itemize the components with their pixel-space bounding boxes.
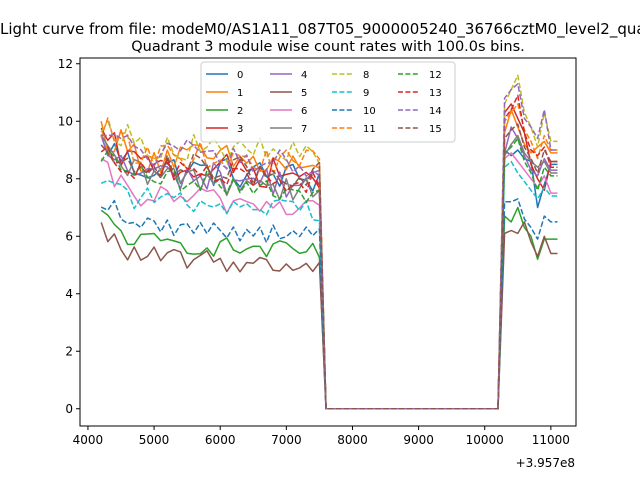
series-line-2 bbox=[100, 206, 558, 410]
legend-label-5: 5 bbox=[301, 88, 307, 99]
series-layer bbox=[100, 74, 558, 410]
series-line-11 bbox=[100, 103, 558, 410]
chart-title: Quadrant 3 module wise count rates with … bbox=[131, 39, 525, 55]
legend-label-13: 13 bbox=[429, 88, 442, 99]
legend-label-11: 11 bbox=[363, 124, 376, 135]
x-tick-label: 7000 bbox=[271, 433, 302, 447]
legend-label-14: 14 bbox=[429, 106, 442, 117]
legend-label-6: 6 bbox=[301, 106, 307, 117]
legend-label-4: 4 bbox=[301, 70, 307, 81]
x-tick-label: 10000 bbox=[466, 433, 504, 447]
legend-label-7: 7 bbox=[301, 124, 307, 135]
y-tick-label: 8 bbox=[65, 172, 73, 186]
series-line-10 bbox=[100, 198, 558, 410]
y-axis: 0 2 4 6 8 10 12 bbox=[58, 57, 80, 416]
legend-label-1: 1 bbox=[237, 88, 243, 99]
x-tick-label: 6000 bbox=[205, 433, 236, 447]
series-line-7 bbox=[100, 134, 558, 410]
legend-label-15: 15 bbox=[429, 124, 442, 135]
x-tick-label: 11000 bbox=[532, 433, 570, 447]
x-axis: 4000 5000 6000 7000 8000 9000 10000 11000 bbox=[73, 426, 570, 447]
axes-frame bbox=[79, 57, 577, 427]
x-tick-label: 4000 bbox=[73, 433, 104, 447]
x-tick-label: 5000 bbox=[139, 433, 170, 447]
series-line-9 bbox=[100, 160, 558, 410]
y-tick-label: 2 bbox=[65, 344, 73, 358]
y-tick-label: 4 bbox=[65, 287, 73, 301]
series-line-0 bbox=[100, 134, 558, 410]
series-line-12 bbox=[100, 137, 558, 410]
legend-box bbox=[200, 61, 456, 143]
y-tick-label: 12 bbox=[58, 57, 73, 71]
y-tick-label: 0 bbox=[65, 402, 73, 416]
y-tick-label: 6 bbox=[65, 229, 73, 243]
y-tick-label: 10 bbox=[58, 114, 73, 128]
series-line-1 bbox=[100, 108, 558, 410]
series-line-5 bbox=[100, 221, 558, 410]
series-line-6 bbox=[100, 152, 558, 410]
legend-label-3: 3 bbox=[237, 124, 243, 135]
legend-label-2: 2 bbox=[237, 106, 243, 117]
x-tick-label: 8000 bbox=[337, 433, 368, 447]
series-line-15 bbox=[100, 123, 558, 410]
x-tick-label: 9000 bbox=[403, 433, 434, 447]
legend-label-12: 12 bbox=[429, 70, 442, 81]
x-offset-label: +3.957e8 bbox=[516, 456, 575, 470]
legend-label-8: 8 bbox=[363, 70, 369, 81]
figure-suptitle: Light curve from file: modeM0/AS1A11_087… bbox=[0, 20, 640, 39]
legend-label-10: 10 bbox=[363, 106, 376, 117]
legend-label-9: 9 bbox=[363, 88, 369, 99]
legend-label-0: 0 bbox=[237, 70, 243, 81]
